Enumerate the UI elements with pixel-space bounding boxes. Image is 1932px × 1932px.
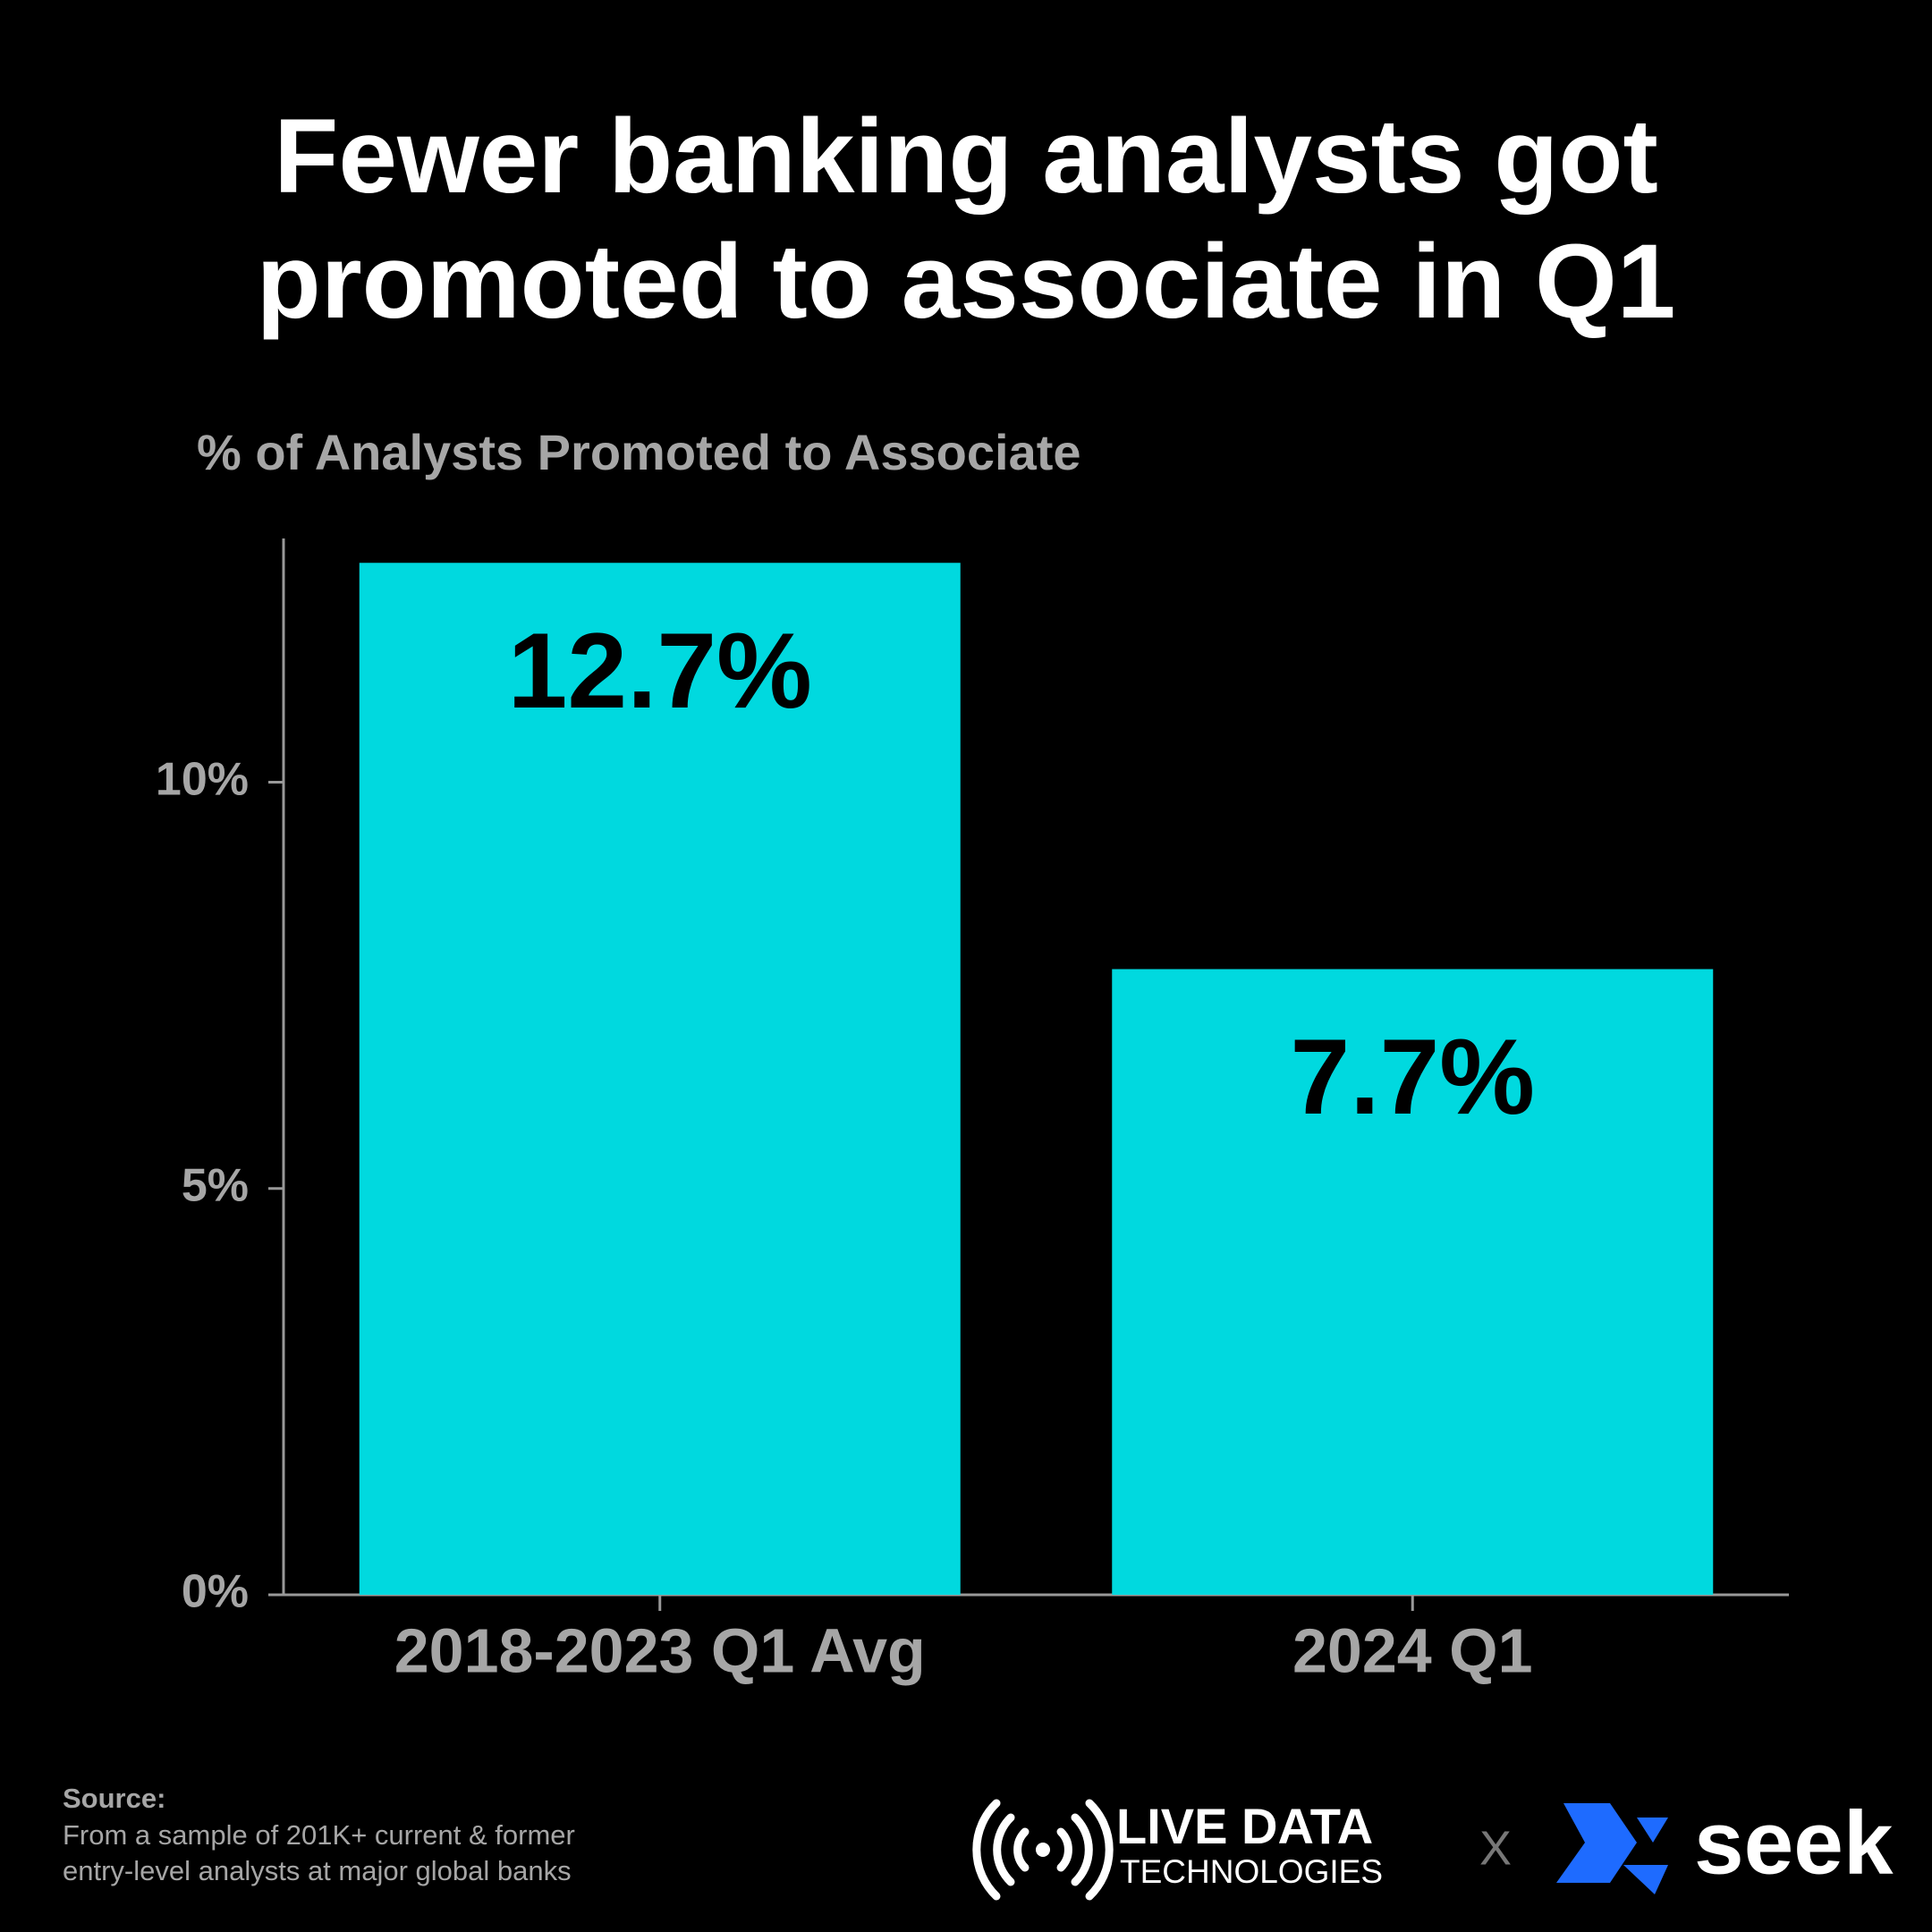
logo-text: LIVE DATA <box>1116 1798 1373 1854</box>
seek-icon <box>1556 1803 1668 1894</box>
y-axis-title: % of Analysts Promoted to Associate <box>197 424 1081 480</box>
bar <box>359 563 961 1595</box>
source-title: Source: <box>63 1783 165 1814</box>
y-tick-label: 0% <box>182 1566 249 1618</box>
live-data-icon <box>972 1799 1114 1901</box>
logo-text: TECHNOLOGIES <box>1120 1853 1383 1890</box>
value-label: 7.7% <box>1290 1017 1535 1137</box>
x-tick-label: 2018-2023 Q1 Avg <box>394 1615 926 1685</box>
source-line: entry-level analysts at major global ban… <box>63 1855 572 1886</box>
logo-text: seek <box>1694 1792 1894 1893</box>
source-line: From a sample of 201K+ current & former <box>63 1819 575 1851</box>
x-tick-label: 2024 Q1 <box>1292 1615 1533 1685</box>
value-label: 12.7% <box>508 611 812 731</box>
chart-title: Fewer banking analysts got promoted to a… <box>256 97 1676 341</box>
y-tick-label: 5% <box>182 1160 249 1212</box>
separator: X <box>1479 1821 1512 1875</box>
bar <box>1112 969 1714 1595</box>
y-tick-label: 10% <box>156 753 249 805</box>
